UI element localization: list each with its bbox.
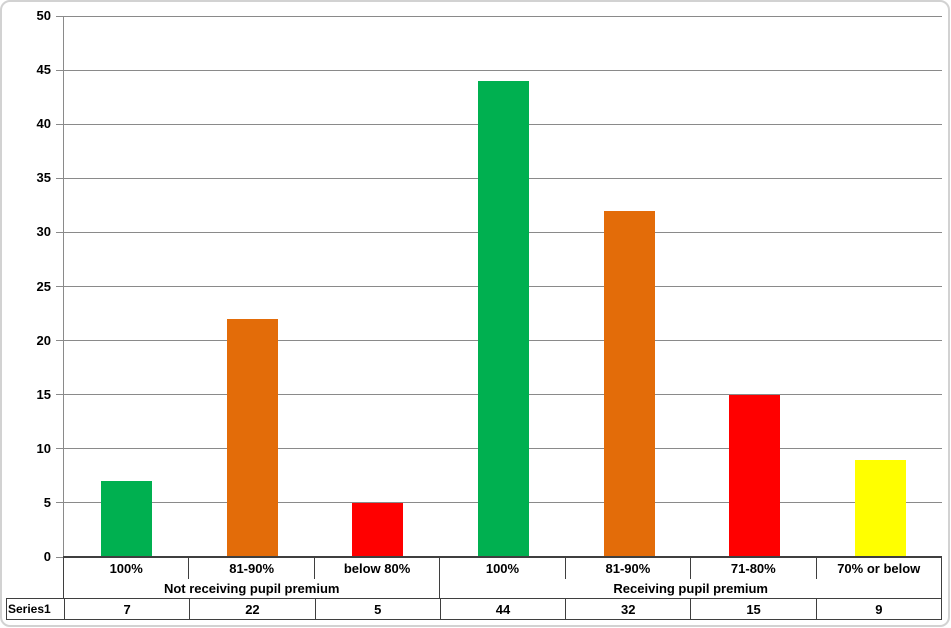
data-table-series-label: Series1 [8,602,51,616]
data-table-value: 32 [565,599,690,619]
y-axis-tick-label: 45 [36,62,51,78]
category-label: 100% [440,558,566,579]
bar-category-1[interactable] [226,319,278,557]
y-axis-tick [56,231,63,233]
category-group-row: Not receiving pupil premium Receiving pup… [64,579,941,598]
y-axis-tick-label: 40 [36,116,51,132]
data-table-value: 22 [189,599,314,619]
y-axis-tick-label: 5 [43,494,51,510]
category-label: 70% or below [837,561,921,576]
y-axis-tick-label: 30 [36,224,51,240]
x-axis-line [63,556,942,558]
y-axis-tick-label: 25 [36,278,51,294]
y-axis-tick-label: 50 [36,8,51,23]
y-axis-tick-label: 15 [36,386,51,402]
data-table-value: 9 [815,599,941,619]
bar-category-0[interactable] [101,481,153,557]
gridline [64,69,942,71]
bar-category-4[interactable] [603,210,655,557]
bar-category-5[interactable] [729,394,781,557]
data-table-value: 15 [690,599,815,619]
category-axis-area: 100% 81-90% below 80% 100% 81-90% 71-80% 70% o… [63,558,942,598]
data-table-value: 5 [314,599,440,619]
category-label: 81-90% [189,558,315,579]
y-axis-tick [56,177,63,179]
bar-category-2[interactable] [352,502,404,557]
plot-area [63,15,942,557]
data-table-value: 44 [439,599,565,619]
y-axis-tick-label: 20 [36,332,51,348]
category-label: below 80% [315,558,441,579]
y-axis-tick [56,502,63,504]
y-axis-tick [56,448,63,450]
y-axis-tick [56,394,63,396]
category-label: 100% [64,558,190,579]
y-axis-tick [56,15,63,17]
bar-category-6[interactable] [854,459,906,557]
category-label-row: 100% 81-90% below 80% 100% 81-90% 71-80% 70% o… [64,558,941,579]
y-axis-tick [56,286,63,287]
y-axis-tick [56,123,63,125]
bar-category-3[interactable] [478,80,529,557]
gridline [64,15,942,17]
y-axis-tick-label: 0 [43,549,51,564]
category-label: 81-90% [566,558,692,579]
data-table-value: 7 [64,599,189,619]
data-table: Series1 7 22 5 44 32 15 9 [6,598,942,620]
category-group-label: Receiving pupil premium [613,581,768,596]
y-axis-tick [56,340,63,342]
y-axis-tick [56,69,63,71]
y-axis-tick-label: 35 [36,170,51,186]
category-group-label: Not receiving pupil premium [64,579,441,598]
y-axis-tick [56,556,63,558]
y-axis-tick-label: 10 [36,440,51,456]
category-label: 71-80% [691,558,817,579]
